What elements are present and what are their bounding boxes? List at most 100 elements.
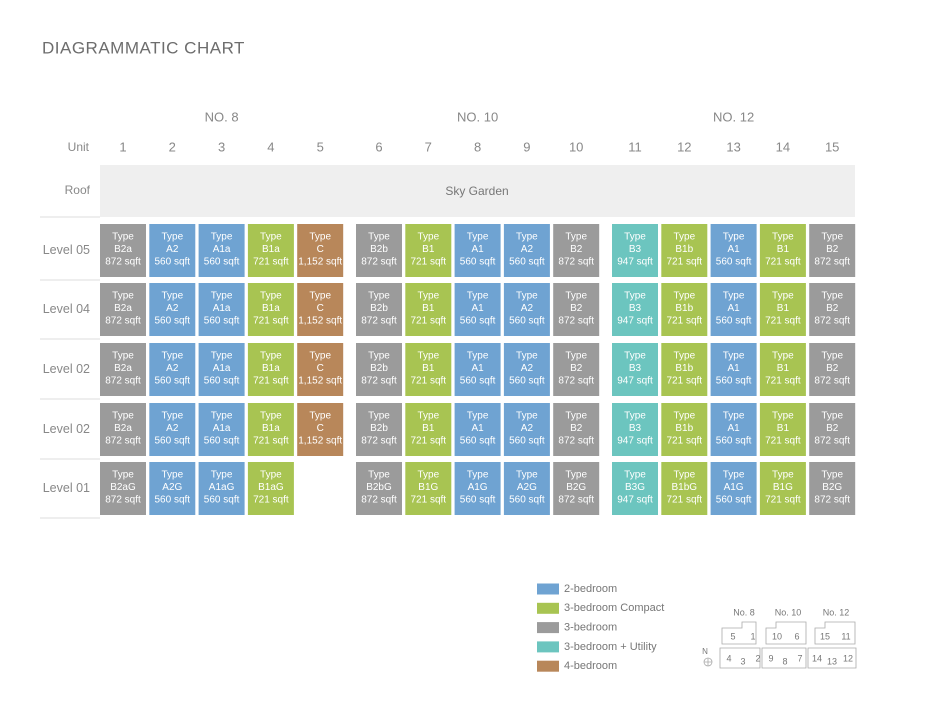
cell-size: 721 sqft — [253, 495, 289, 506]
cell-size: 560 sqft — [509, 495, 545, 506]
cell-size: 721 sqft — [411, 376, 447, 387]
unit-cell — [759, 462, 806, 515]
roof-band — [100, 165, 855, 217]
cell-type: B1a — [262, 363, 280, 374]
unit-cell — [809, 462, 856, 515]
key-block-name: No. 8 — [733, 607, 755, 617]
unit-cell — [553, 224, 600, 277]
cell-type-label: Type — [624, 291, 646, 302]
unit-cell — [612, 462, 658, 515]
cell-size: 872 sqft — [814, 376, 850, 387]
unit-cell — [503, 403, 550, 456]
unit-cell — [198, 343, 245, 396]
cell-type-label: Type — [467, 411, 489, 422]
key-plan-outline — [703, 621, 857, 669]
level-label: Level 02 — [43, 422, 90, 436]
key-block-name: No. 10 — [775, 607, 802, 617]
cell-type-label: Type — [467, 351, 489, 362]
cell-size: 947 sqft — [617, 376, 653, 387]
cell-type: C — [317, 423, 324, 434]
key-unit: 6 — [794, 631, 799, 641]
legend-swatch — [537, 641, 559, 653]
cell-type: B2 — [570, 244, 583, 255]
key-unit: 11 — [841, 631, 850, 641]
cell-type-label: Type — [821, 411, 843, 422]
unit-cell — [149, 343, 196, 396]
unit-number: 9 — [523, 139, 530, 154]
block-name: NO. 8 — [205, 109, 239, 124]
cell-type: B2 — [826, 363, 839, 374]
cell-type-label: Type — [211, 351, 233, 362]
cell-size: 560 sqft — [204, 495, 240, 506]
cell-size: 872 sqft — [361, 316, 397, 327]
key-unit: 5 — [730, 631, 735, 641]
cell-type: B2 — [826, 244, 839, 255]
unit-number: 15 — [825, 139, 839, 154]
cell-type-label: Type — [260, 232, 282, 243]
unit-number: 3 — [218, 139, 225, 154]
level-label: Level 04 — [43, 302, 90, 316]
north-label: N — [702, 647, 708, 656]
cell-type-label: Type — [565, 291, 587, 302]
cell-type: B2b — [370, 423, 388, 434]
cell-size: 560 sqft — [509, 436, 545, 447]
cell-type: A1 — [471, 303, 484, 314]
cell-size: 721 sqft — [253, 257, 289, 268]
unit-cell — [356, 283, 402, 336]
cell-type-label: Type — [772, 351, 794, 362]
cell-size: 872 sqft — [105, 376, 141, 387]
cell-size: 872 sqft — [814, 257, 850, 268]
unit-number: 14 — [776, 139, 790, 154]
cell-type: B1a — [262, 423, 280, 434]
cell-type: B3G — [625, 482, 645, 493]
cell-size: 872 sqft — [105, 495, 141, 506]
cell-type: B1 — [422, 303, 435, 314]
unit-cell — [356, 343, 402, 396]
cell-type: B1b — [675, 244, 693, 255]
legend-swatch — [537, 583, 559, 595]
unit-cell — [405, 224, 452, 277]
unit-cell — [198, 462, 245, 515]
unit-cell — [553, 343, 600, 396]
cell-type-label: Type — [821, 470, 843, 481]
cell-type: B2 — [826, 423, 839, 434]
unit-cell — [503, 224, 550, 277]
key-unit: 10 — [772, 631, 782, 641]
unit-cell — [553, 283, 600, 336]
unit-cell — [759, 403, 806, 456]
cell-type: A2G — [162, 482, 182, 493]
cell-size: 721 sqft — [411, 436, 447, 447]
unit-cell — [661, 343, 708, 396]
cell-type-label: Type — [368, 291, 390, 302]
cell-size: 872 sqft — [814, 495, 850, 506]
cell-type-label: Type — [821, 232, 843, 243]
block-name: NO. 12 — [713, 109, 754, 124]
cell-size: 947 sqft — [617, 257, 653, 268]
cell-size: 947 sqft — [617, 316, 653, 327]
cell-size: 721 sqft — [253, 316, 289, 327]
unit-cell — [759, 224, 806, 277]
level-label: Level 05 — [43, 243, 90, 257]
key-unit: 4 — [726, 653, 731, 663]
cell-type-label: Type — [112, 351, 134, 362]
cell-type: B2 — [570, 363, 583, 374]
cell-type-label: Type — [673, 291, 695, 302]
unit-number: 10 — [569, 139, 583, 154]
cell-type: A1 — [727, 244, 740, 255]
unit-number: 8 — [474, 139, 481, 154]
unit-cell — [612, 343, 658, 396]
unit-cell — [405, 403, 452, 456]
cell-type: B2a — [114, 423, 132, 434]
unit-cell — [809, 343, 856, 396]
unit-cell — [454, 283, 501, 336]
cell-size: 721 sqft — [667, 376, 703, 387]
unit-cell — [710, 283, 757, 336]
key-block-name: No. 12 — [823, 607, 850, 617]
cell-size: 560 sqft — [155, 257, 191, 268]
cell-type-label: Type — [821, 291, 843, 302]
cell-size: 872 sqft — [558, 376, 594, 387]
key-unit: 7 — [797, 653, 802, 663]
unit-cell — [809, 403, 856, 456]
cell-size: 560 sqft — [509, 257, 545, 268]
